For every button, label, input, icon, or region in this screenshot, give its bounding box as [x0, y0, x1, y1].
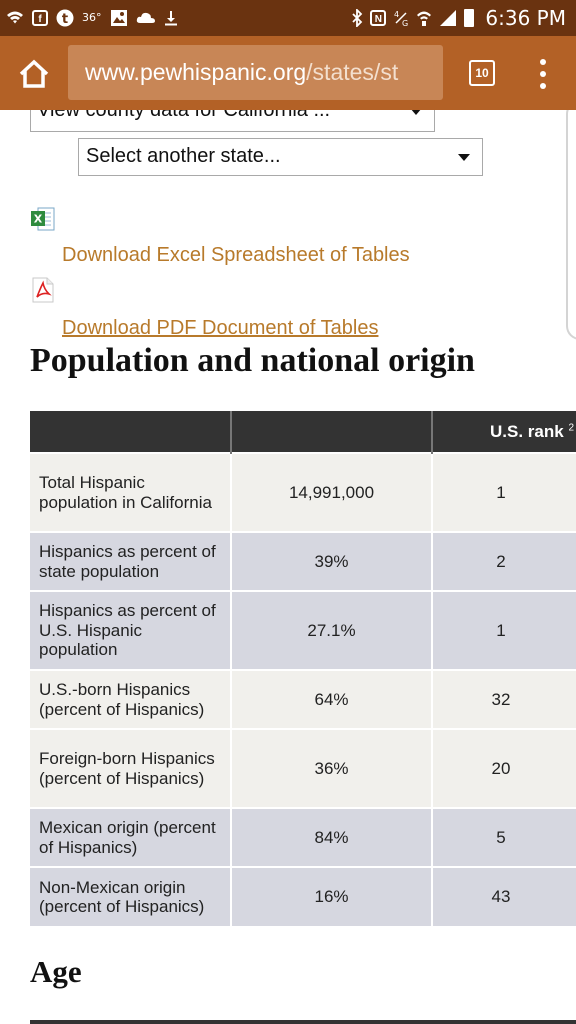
address-bar[interactable]: www.pewhispanic.org/states/st	[68, 45, 443, 100]
rank-footnote: 2	[568, 421, 574, 433]
population-table: U.S. rank 2 Total Hispanic population in…	[30, 411, 576, 926]
url-text: www.pewhispanic.org/states/st	[85, 59, 398, 86]
row-value: 39%	[231, 531, 433, 591]
row-rank: 1	[432, 452, 576, 532]
row-label: Non-Mexican origin (percent of Hispanics…	[30, 866, 232, 926]
image-icon	[110, 10, 127, 26]
table-row: Foreign-born Hispanics (percent of Hispa…	[30, 728, 576, 808]
next-table-header-edge	[30, 1020, 576, 1024]
county-select[interactable]: View county data for California ...	[30, 110, 435, 132]
county-select-value: View county data for California ...	[37, 110, 331, 121]
row-value: 36%	[231, 728, 433, 808]
download-excel-link[interactable]: Download Excel Spreadsheet of Tables	[62, 244, 410, 266]
rank-header-label: U.S. rank	[490, 421, 564, 441]
chevron-down-icon	[410, 110, 422, 115]
table-row: Hispanics as percent of U.S. Hispanic po…	[30, 590, 576, 670]
row-label: Hispanics as percent of U.S. Hispanic po…	[30, 590, 232, 670]
overflow-menu-icon[interactable]	[532, 56, 554, 92]
row-value: 16%	[231, 866, 433, 926]
table-row: Hispanics as percent of state population…	[30, 531, 576, 591]
wifi-icon	[7, 11, 23, 24]
clock: 6:36 PM	[485, 6, 566, 30]
table-row: U.S.-born Hispanics (percent of Hispanic…	[30, 669, 576, 729]
menu-dot	[540, 71, 546, 77]
row-rank: 20	[432, 728, 576, 808]
row-rank: 1	[432, 590, 576, 670]
bluetooth-icon	[352, 9, 363, 27]
download-pdf-link[interactable]: Download PDF Document of Tables	[62, 317, 379, 339]
svg-text:G: G	[402, 19, 408, 27]
table-header-value	[231, 411, 433, 453]
url-host: www.pewhispanic.org	[85, 59, 307, 85]
signal-icon	[440, 10, 457, 26]
row-label: Foreign-born Hispanics (percent of Hispa…	[30, 728, 232, 808]
download-icon	[164, 11, 177, 26]
wifi-calling-icon	[417, 11, 432, 26]
state-select[interactable]: Select another state...	[78, 138, 483, 176]
table-header-rank: U.S. rank 2	[432, 411, 576, 453]
tab-switcher-button[interactable]: 10	[469, 60, 495, 86]
svg-text:4: 4	[394, 10, 399, 19]
state-select-value: Select another state...	[86, 145, 281, 167]
svg-text:X: X	[34, 213, 43, 226]
table-header-row: U.S. rank 2	[30, 411, 576, 453]
page-edge-glow	[566, 110, 576, 340]
row-rank: 43	[432, 866, 576, 926]
row-rank: 2	[432, 531, 576, 591]
chevron-down-icon	[458, 154, 470, 161]
row-label: U.S.-born Hispanics (percent of Hispanic…	[30, 669, 232, 729]
row-rank: 5	[432, 807, 576, 867]
table-header-label	[30, 411, 232, 453]
pdf-file-icon[interactable]	[32, 277, 54, 303]
section-title: Population and national origin	[30, 342, 475, 379]
row-value: 64%	[231, 669, 433, 729]
nfc-icon: N	[370, 10, 387, 26]
home-icon[interactable]	[16, 56, 52, 92]
row-value: 84%	[231, 807, 433, 867]
table-row: Mexican origin (percent of Hispanics) 84…	[30, 807, 576, 867]
table-row: Non-Mexican origin (percent of Hispanics…	[30, 866, 576, 926]
menu-dot	[540, 83, 546, 89]
row-label: Total Hispanic population in California	[30, 452, 232, 532]
temperature-text: 36°	[82, 11, 102, 24]
battery-icon	[464, 9, 475, 27]
cloud-icon	[136, 12, 155, 23]
page-content: View county data for California ... Sele…	[0, 110, 576, 1024]
facebook-icon: f	[32, 10, 48, 26]
age-section-title: Age	[30, 954, 82, 989]
browser-toolbar: www.pewhispanic.org/states/st 10	[0, 36, 576, 110]
row-label: Hispanics as percent of state population	[30, 531, 232, 591]
row-rank: 32	[432, 669, 576, 729]
menu-dot	[540, 59, 546, 65]
data-icon: 4G	[394, 10, 408, 27]
url-path: /states/st	[306, 59, 399, 85]
tumblr-icon: t	[56, 9, 74, 27]
row-label: Mexican origin (percent of Hispanics)	[30, 807, 232, 867]
table-row: Total Hispanic population in California …	[30, 452, 576, 532]
row-value: 14,991,000	[231, 452, 433, 532]
status-bar-notifications: f t 36°	[6, 7, 178, 29]
excel-file-icon[interactable]: X	[30, 206, 56, 232]
row-value: 27.1%	[231, 590, 433, 670]
svg-text:t: t	[62, 12, 68, 27]
